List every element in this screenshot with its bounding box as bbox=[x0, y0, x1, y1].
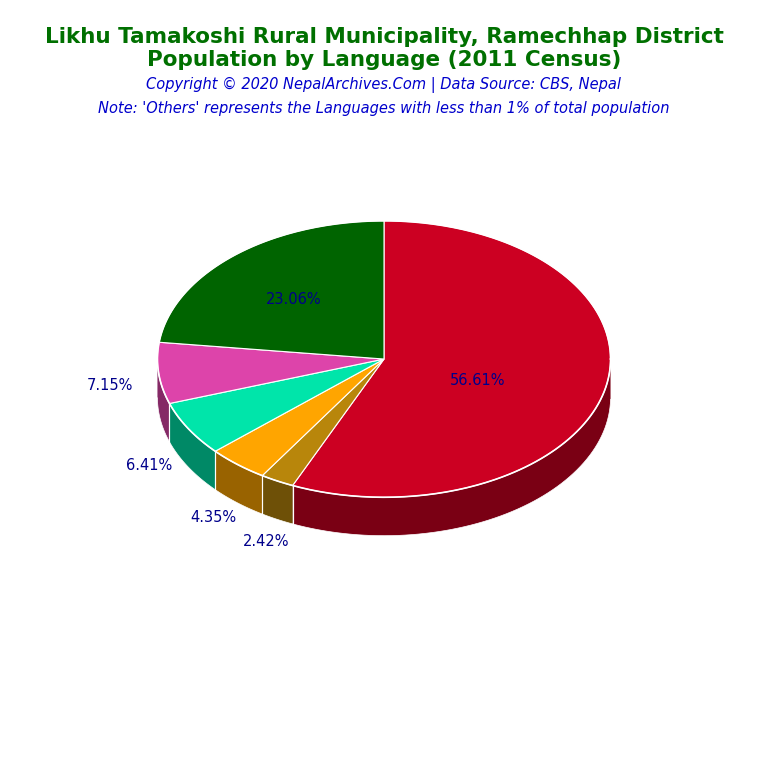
Polygon shape bbox=[215, 452, 262, 514]
Text: Likhu Tamakoshi Rural Municipality, Ramechhap District: Likhu Tamakoshi Rural Municipality, Rame… bbox=[45, 27, 723, 47]
Polygon shape bbox=[170, 359, 384, 452]
Text: Copyright © 2020 NepalArchives.Com | Data Source: CBS, Nepal: Copyright © 2020 NepalArchives.Com | Dat… bbox=[147, 77, 621, 93]
Text: 4.35%: 4.35% bbox=[190, 510, 237, 525]
Polygon shape bbox=[293, 221, 611, 497]
Text: 6.41%: 6.41% bbox=[126, 458, 172, 473]
Polygon shape bbox=[157, 359, 170, 442]
Polygon shape bbox=[293, 361, 611, 535]
Text: 23.06%: 23.06% bbox=[266, 293, 322, 307]
Text: 2.42%: 2.42% bbox=[243, 534, 290, 549]
Text: Population by Language (2011 Census): Population by Language (2011 Census) bbox=[147, 50, 621, 70]
Polygon shape bbox=[262, 475, 293, 524]
Polygon shape bbox=[215, 359, 384, 475]
Polygon shape bbox=[262, 359, 384, 485]
Text: 7.15%: 7.15% bbox=[87, 378, 133, 393]
Polygon shape bbox=[157, 343, 384, 403]
Text: Note: 'Others' represents the Languages with less than 1% of total population: Note: 'Others' represents the Languages … bbox=[98, 101, 670, 117]
Text: 56.61%: 56.61% bbox=[449, 373, 505, 388]
Polygon shape bbox=[170, 403, 215, 490]
Polygon shape bbox=[159, 221, 384, 359]
